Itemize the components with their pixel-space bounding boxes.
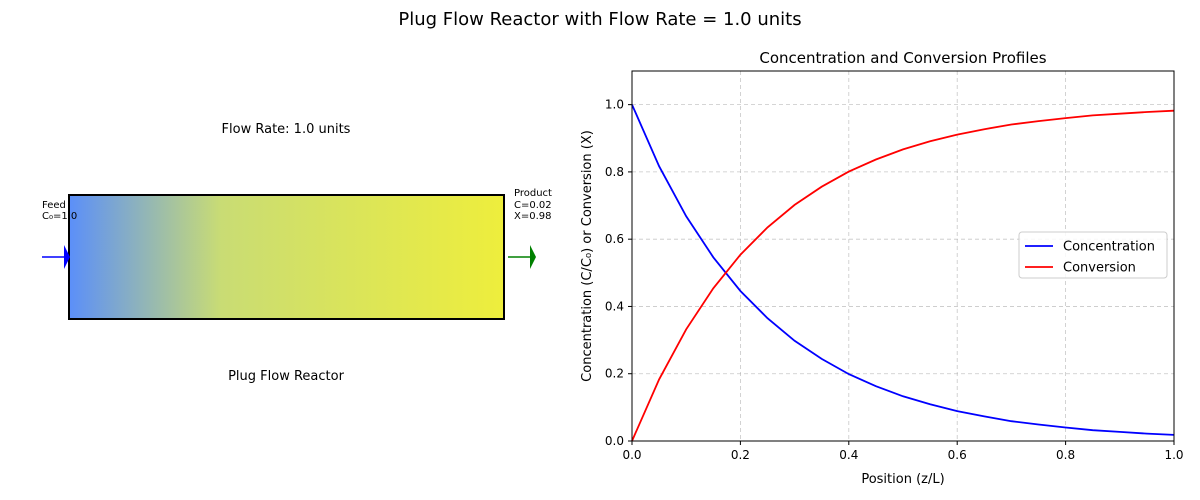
product-label-line: X=0.98 [514,211,552,222]
y-tick-label: 0.0 [605,434,624,448]
product-label-line: Product [514,188,552,199]
x-tick-label: 0.2 [731,448,750,462]
series-lines [631,104,1175,442]
x-tick-label: 0.4 [839,448,858,462]
reactor-panel: Flow Rate: 1.0 units Plug Flow Reactor F… [42,122,555,384]
series-line-concentration [631,104,1175,436]
legend-label: Concentration [1063,240,1155,255]
axis-ticks: 0.0 0.2 0.4 0.6 0.8 1.0 0.0 0.2 0.4 0.6 0.8 1.0 [605,98,1184,462]
reactor-tube [68,194,505,320]
y-tick-label: 0.4 [605,299,624,313]
legend-label: Conversion [1063,261,1136,276]
y-axis-label: Concentration (C/C₀) or Conversion (X) [580,130,595,382]
x-tick-label: 0.8 [1056,448,1075,462]
figure-title: Plug Flow Reactor with Flow Rate = 1.0 u… [398,9,801,30]
plot-frame [631,70,1175,442]
x-tick-label: 0.0 [622,448,641,462]
feed-label-line: Feed [42,200,66,211]
legend: Concentration Conversion [1018,231,1168,279]
x-tick-label: 1.0 [1164,448,1183,462]
chart-title: Concentration and Conversion Profiles [759,49,1046,67]
y-tick-label: 0.8 [605,165,624,179]
legend-box [1018,231,1168,279]
product-arrow [508,245,536,269]
feed-arrow [42,245,70,269]
feed-label: Feed C₀=1.0 [42,200,77,222]
profile-chart: Concentration and Conversion Profiles 0.… [580,49,1184,487]
series-line-conversion [631,109,1175,442]
y-tick-label: 0.6 [605,232,624,246]
x-tick-label: 0.6 [948,448,967,462]
feed-label-line: C₀=1.0 [42,211,77,222]
y-tick-label: 0.2 [605,367,624,381]
x-axis-label: Position (z/L) [861,472,944,487]
product-label-line: C=0.02 [514,200,552,211]
product-label: Product C=0.02 X=0.98 [514,188,555,222]
y-tick-label: 1.0 [605,98,624,112]
flow-rate-label: Flow Rate: 1.0 units [222,122,351,137]
reactor-label: Plug Flow Reactor [228,369,344,384]
